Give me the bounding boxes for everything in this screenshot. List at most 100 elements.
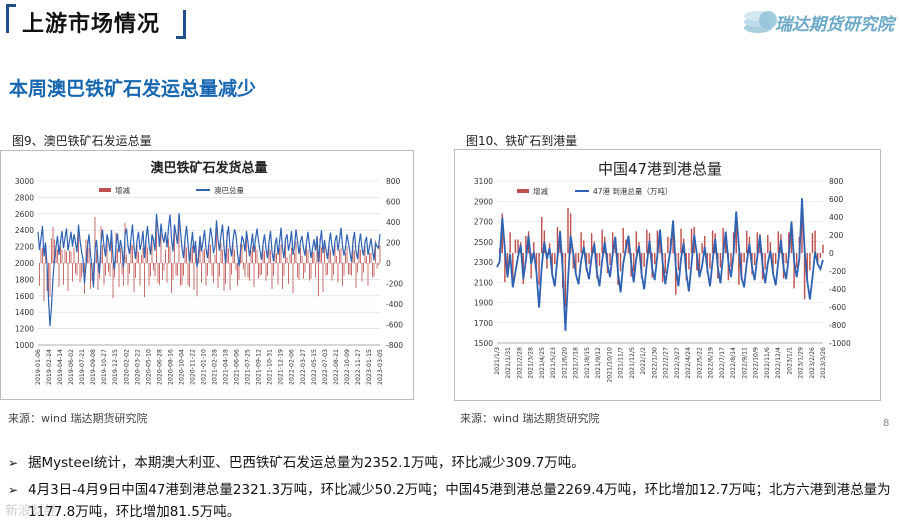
y-left-tick-label: 1500: [474, 339, 493, 348]
change-bar: [339, 249, 340, 264]
change-bar: [672, 226, 674, 254]
change-bar: [811, 233, 814, 254]
x-tick-label: 2021/9/12: [595, 347, 602, 379]
y-right-tick-label: 200: [829, 231, 844, 240]
change-bar: [166, 263, 168, 283]
change-bar: [785, 253, 787, 264]
change-bar: [512, 253, 514, 283]
x-tick-label: 2021-01-10: [200, 349, 207, 385]
change-bar: [315, 263, 316, 278]
change-bar: [247, 263, 249, 278]
legend-swatch-增减: [99, 188, 111, 192]
change-bar: [788, 232, 790, 254]
change-bar: [772, 253, 774, 274]
change-bar: [814, 230, 816, 254]
change-bar: [157, 263, 159, 283]
bullet-arrow-icon: ➢: [8, 483, 19, 497]
series-line-47港 到港总量（万吨）: [496, 198, 824, 331]
change-bar: [801, 199, 803, 254]
change-bar: [172, 263, 174, 280]
change-bar: [753, 253, 756, 265]
x-tick-label: 2021/11/7: [618, 347, 625, 379]
change-bar: [136, 240, 138, 264]
change-bar: [601, 229, 603, 254]
change-bar: [253, 263, 255, 287]
x-tick-label: 2019-01-06: [35, 349, 42, 385]
change-bar: [195, 247, 196, 264]
change-bar: [819, 253, 822, 258]
change-bar: [306, 246, 307, 264]
x-tick-label: 2020-11-22: [189, 349, 196, 385]
watermark: 新浪财经: [5, 504, 58, 519]
change-bar: [803, 253, 806, 300]
change-bar: [186, 247, 187, 264]
change-bar: [231, 263, 232, 275]
change-bar: [48, 263, 49, 307]
change-bar: [340, 247, 342, 264]
legend-label: 澳巴总量: [214, 185, 244, 195]
change-bar: [743, 253, 745, 263]
change-bar: [255, 246, 256, 264]
change-bar: [349, 263, 351, 275]
change-bar: [228, 248, 229, 264]
x-tick-label: 2022/3/27: [674, 347, 681, 379]
y-left-tick-label: 1400: [15, 308, 34, 317]
company-logo-icon: [744, 11, 777, 33]
change-bar: [208, 243, 210, 264]
change-bar: [259, 263, 261, 276]
y-right-tick-label: 0: [829, 249, 834, 258]
change-bar: [241, 244, 243, 264]
change-bar: [118, 263, 120, 287]
change-bar: [205, 263, 207, 286]
change-bar: [250, 250, 252, 264]
change-bar: [225, 263, 226, 284]
change-bar: [57, 249, 58, 264]
y-left-tick-label: 1800: [15, 275, 34, 284]
change-bar: [249, 263, 250, 281]
change-bar: [261, 263, 262, 275]
change-bar: [159, 263, 160, 285]
change-bar: [360, 249, 361, 264]
change-bar: [190, 242, 192, 264]
y-right-tick-label: 800: [829, 177, 844, 186]
change-bar: [817, 253, 819, 265]
change-bar: [127, 263, 129, 285]
x-tick-label: 2023/1/29: [798, 347, 805, 379]
change-bar: [111, 236, 112, 264]
change-bar: [270, 249, 271, 264]
change-bar: [112, 263, 114, 299]
change-bar: [90, 263, 91, 289]
change-bar: [667, 236, 669, 254]
change-bar: [719, 253, 722, 268]
change-bar: [105, 263, 106, 276]
change-bar: [60, 246, 61, 264]
change-bar: [546, 253, 548, 269]
change-bar: [222, 249, 223, 264]
change-bar: [822, 244, 824, 254]
x-tick-label: 2021-02-28: [212, 349, 219, 385]
change-bar: [96, 249, 97, 264]
change-bar: [346, 246, 348, 264]
change-bar: [806, 253, 808, 281]
change-bar: [303, 263, 304, 279]
change-bar: [144, 263, 145, 298]
change-bar: [175, 263, 177, 276]
change-bar: [540, 217, 543, 254]
y-left-tick-label: 2100: [474, 278, 493, 287]
bullet-item: ➢ 据Mysteel统计，本期澳大利亚、巴西铁矿石发运总量为2352.1万吨，环…: [8, 452, 888, 474]
figure-9-source: 来源：wind 瑞达期货研究院: [8, 412, 148, 425]
change-bar: [94, 216, 96, 264]
change-bar: [192, 245, 193, 264]
y-left-tick-label: 2300: [474, 258, 493, 267]
figure-10-caption: 图10、铁矿石到港量: [466, 134, 578, 148]
x-tick-label: 2021-07-25: [245, 349, 252, 385]
change-bar: [622, 227, 624, 254]
change-bar: [654, 253, 656, 265]
change-bar: [533, 242, 535, 254]
change-bar: [310, 263, 312, 279]
change-bar: [204, 248, 205, 264]
change-bar: [76, 263, 78, 276]
change-bar: [318, 263, 319, 297]
change-bar: [635, 231, 638, 254]
change-bar: [180, 263, 181, 286]
